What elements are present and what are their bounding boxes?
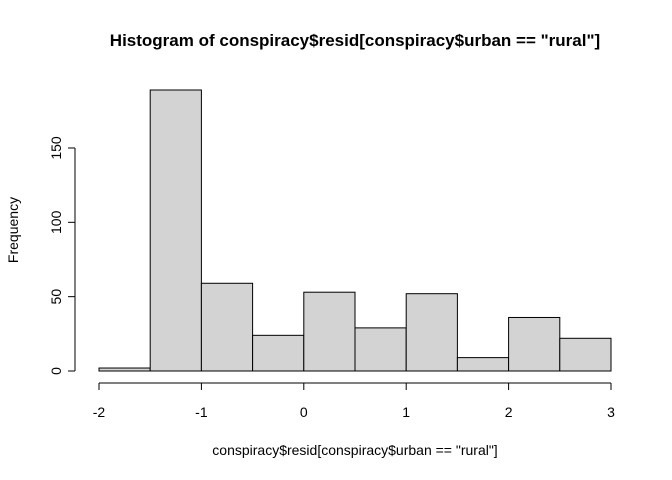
x-axis-label: conspiracy$resid[conspiracy$urban == "ru… <box>212 442 497 458</box>
bar <box>405 293 458 372</box>
bar <box>354 327 407 372</box>
chart-title: Histogram of conspiracy$resid[conspiracy… <box>110 31 600 50</box>
x-tick-label: -1 <box>195 404 208 420</box>
bar <box>149 89 202 372</box>
x-tick-label: 3 <box>607 404 615 420</box>
x-tick-label: 0 <box>300 404 308 420</box>
x-tick-label: -2 <box>93 404 106 420</box>
bar <box>303 291 356 372</box>
y-tick-label: 100 <box>48 210 64 234</box>
bar <box>200 282 254 372</box>
y-tick-label: 50 <box>48 289 64 305</box>
bar <box>98 367 151 372</box>
bar <box>252 334 305 372</box>
y-tick-label: 150 <box>48 136 64 160</box>
bar <box>508 316 561 372</box>
y-axis-label: Frequency <box>5 197 21 263</box>
y-tick-label: 0 <box>48 367 64 375</box>
x-tick-label: 2 <box>505 404 513 420</box>
bar <box>559 337 612 372</box>
x-tick-label: 1 <box>402 404 410 420</box>
bar <box>456 357 510 372</box>
